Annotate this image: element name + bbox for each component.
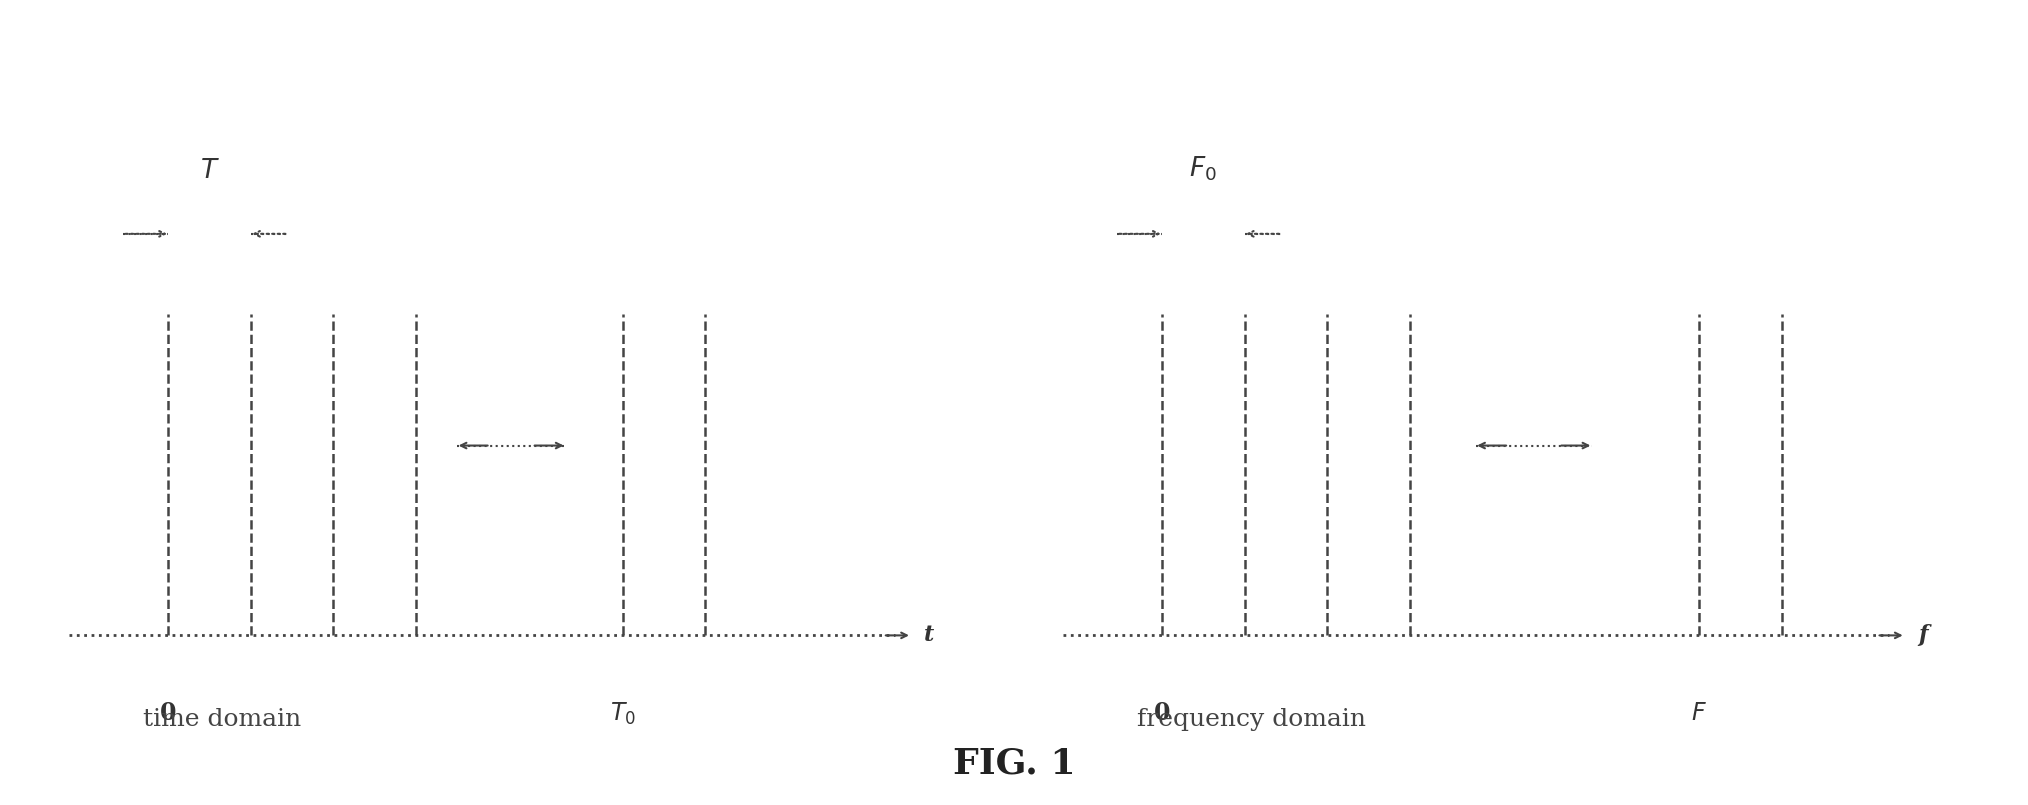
Text: t: t: [925, 625, 935, 646]
Text: FIG. 1: FIG. 1: [953, 747, 1075, 781]
Text: $T$: $T$: [199, 158, 219, 183]
Text: 0: 0: [1154, 701, 1170, 725]
Text: $F_0$: $F_0$: [1190, 155, 1217, 183]
Text: $F$: $F$: [1691, 701, 1708, 725]
Text: time domain: time domain: [144, 708, 302, 732]
Text: 0: 0: [160, 701, 176, 725]
Text: frequency domain: frequency domain: [1138, 708, 1367, 732]
Text: f: f: [1918, 625, 1927, 646]
Text: $T_0$: $T_0$: [610, 701, 635, 727]
